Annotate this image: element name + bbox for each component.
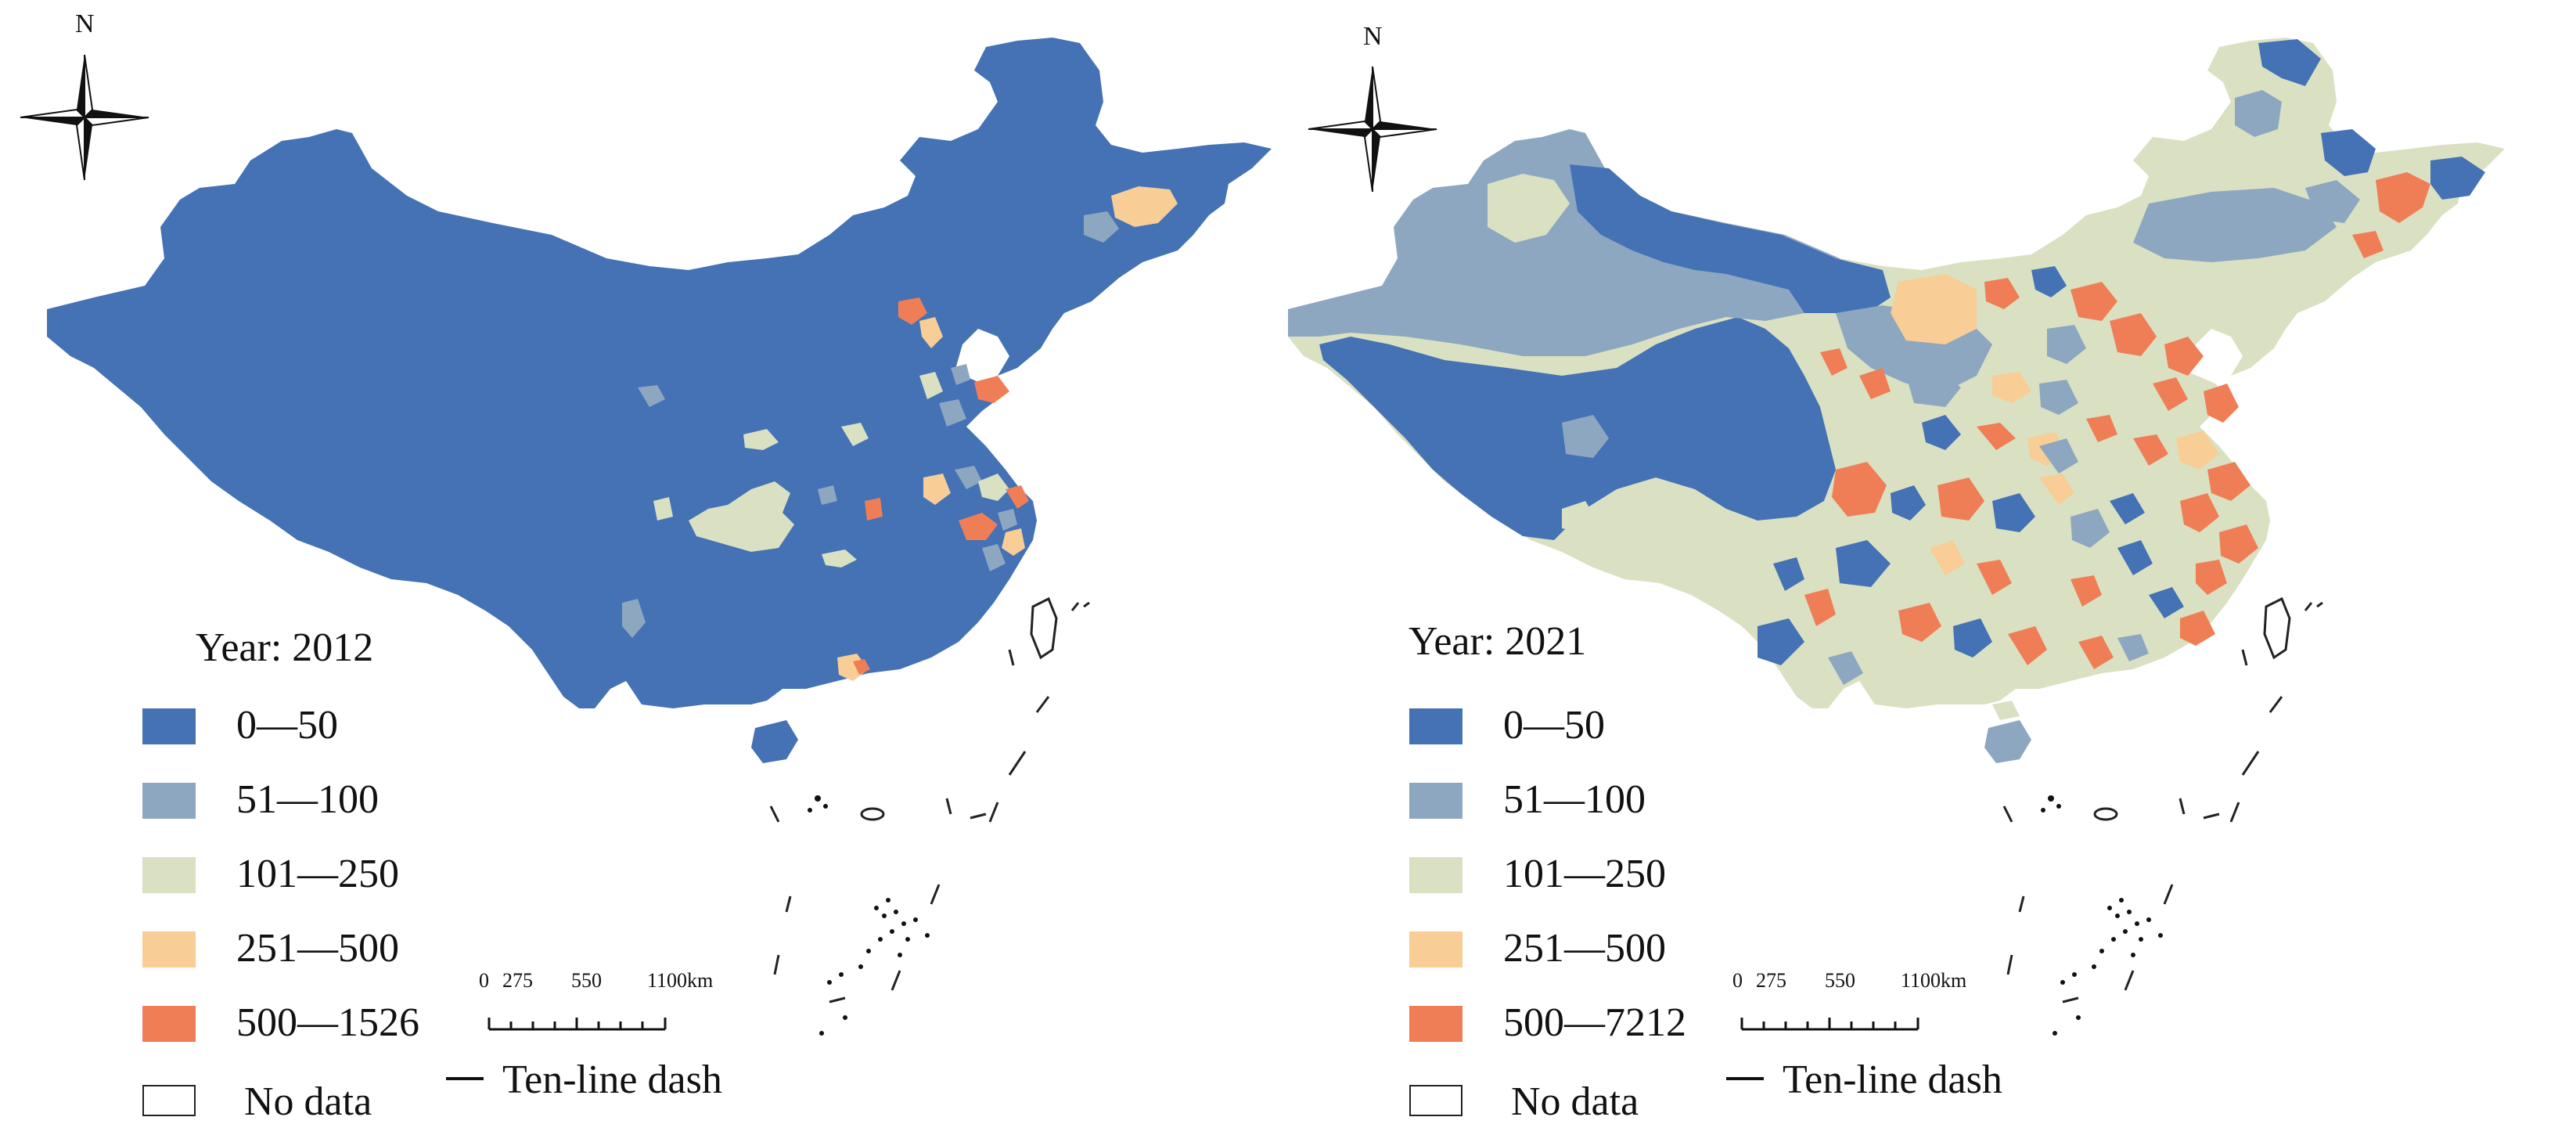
year-label: Year: 2012 [196,625,374,670]
scale-tick-550: 550 [1825,969,1855,992]
region-ne-6 [2352,231,2384,258]
regions-2012 [622,186,1178,681]
legend-label: 500—7212 [1503,1000,1686,1045]
dash-legend-label: Ten-line dash [502,1058,722,1102]
dash-legend-label: Ten-line dash [1783,1058,2002,1102]
region-ne-2 [2321,129,2376,176]
hainan-north [1992,701,2020,720]
legend-label: No data [1511,1079,1639,1124]
map-2021 [1288,38,2505,1036]
scale-tick-275: 275 [502,969,533,992]
map-2012 [20,38,1272,1036]
scale-bar [487,1018,667,1031]
north-label: N [1363,22,1383,51]
year-label: Year: 2021 [1409,619,1587,664]
legend-label: 0—50 [1503,703,1605,748]
dash-legend: Ten-line dash [446,1057,722,1103]
legend-swatch-nodata [142,1085,196,1116]
legend-swatch [1409,857,1462,893]
regions-2021 [1562,282,2258,685]
legend-swatch [1409,708,1462,744]
region-xinjiang-north [1488,174,1570,243]
legend-swatch [142,708,196,744]
scale-tick-275: 275 [1756,969,1786,992]
legend-swatch [1409,1006,1462,1042]
map-panel-2012: N 0 275 550 1100km Year: 2012 0—50 51—10… [0,0,1288,1128]
scale-tick-0: 0 [1732,969,1743,992]
china-mainland [47,38,1272,708]
region-ne-3 [2376,172,2430,223]
region-n-2 [2031,266,2067,297]
legend-swatch [142,931,196,967]
north-arrow-icon [20,54,149,181]
region-xinjiang [1288,129,1840,356]
legend-label: No data [244,1079,372,1124]
legend-label: 0—50 [236,703,338,748]
region-ne-north [2258,39,2321,86]
dash-line-icon [1726,1077,1764,1081]
region-n-1 [1984,278,2020,309]
islands-dots [808,795,930,1036]
islands-outline [2002,596,2323,1003]
region-inner-mongolia [2133,188,2337,262]
scale-tick-550: 550 [571,969,602,992]
islands-outline [769,596,1090,1003]
legend-swatch [1409,783,1462,819]
north-label: N [75,9,95,38]
hainan-island [1984,720,2031,763]
legend-swatch [142,857,196,893]
legend-swatch [1409,931,1462,967]
scale-tick-0: 0 [479,969,489,992]
region-ne-1 [2235,90,2282,137]
legend-swatch [142,783,196,819]
islands-dots [2041,795,2163,1036]
region-ne-4 [2430,157,2485,200]
legend-label: 500—1526 [236,1000,419,1045]
legend-swatch [142,1006,196,1042]
scale-bar [1740,1018,1919,1031]
north-arrow-icon [1308,66,1437,193]
legend-label: 51—100 [1503,777,1646,822]
legend-label: 251—500 [236,926,399,971]
region-inner-mongolia-2 [1891,274,1977,344]
legend-label: 101—250 [236,852,399,896]
legend-label: 51—100 [236,777,379,822]
map-panel-2021: N 0 275 550 1100km Year: 2021 0—50 51—10… [1288,0,2576,1128]
hainan-island [751,720,798,763]
region-gansu-blue [1570,164,1891,313]
legend-label: 101—250 [1503,852,1666,896]
scale-tick-1100km: 1100km [647,969,714,992]
scale-tick-1100km: 1100km [1901,969,1967,992]
legend-swatch-nodata [1409,1085,1462,1116]
dash-legend: Ten-line dash [1726,1057,2002,1103]
legend-label: 251—500 [1503,926,1666,971]
dash-line-icon [446,1077,484,1081]
